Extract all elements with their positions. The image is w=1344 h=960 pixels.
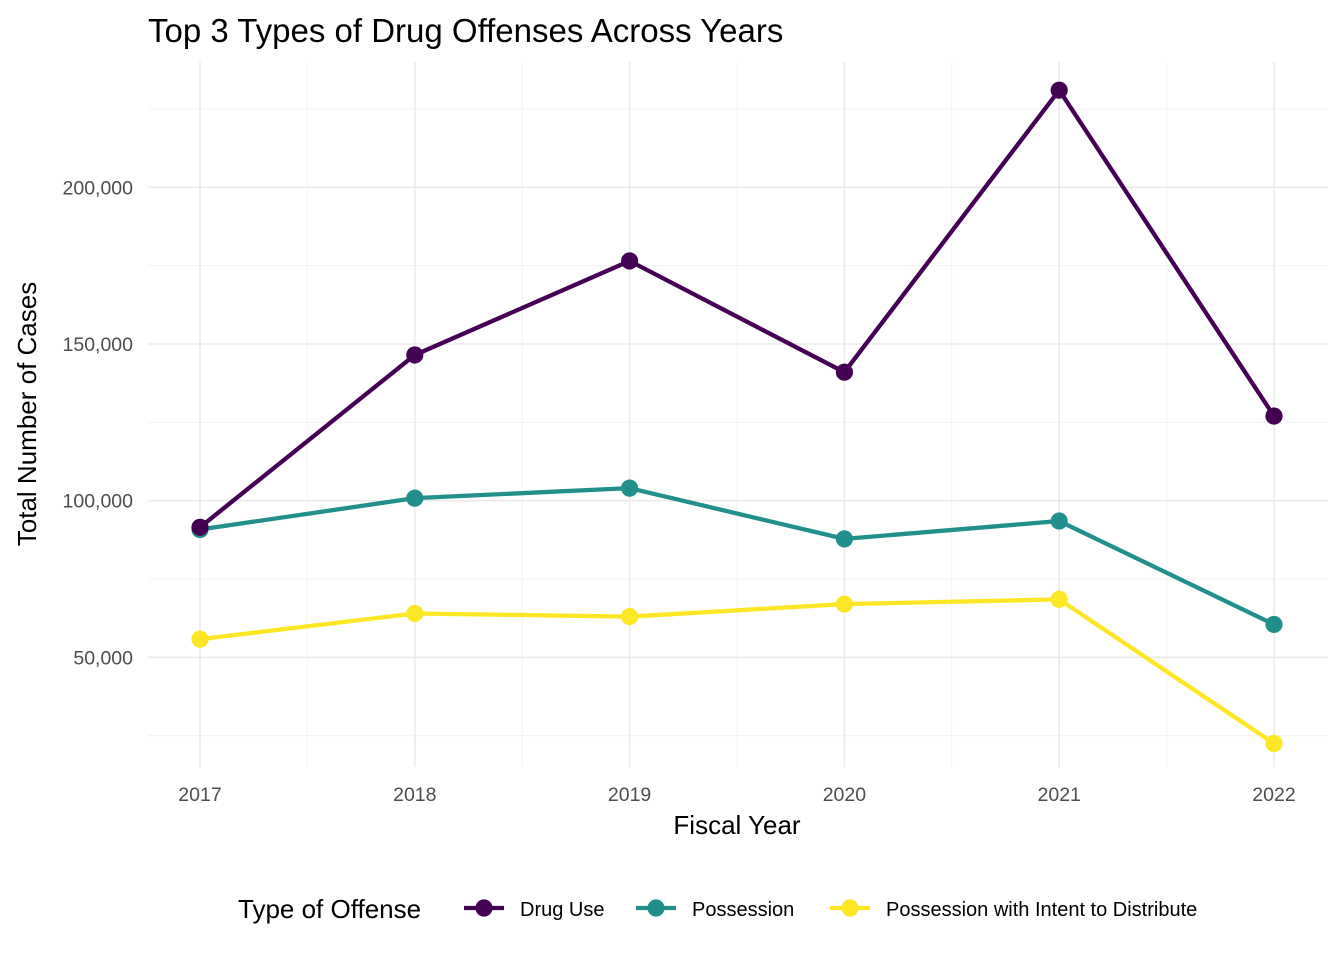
data-point-possession-with-intent-to-distribute <box>191 630 209 648</box>
data-point-possession <box>1050 512 1068 530</box>
series-line-drug-use <box>198 88 1276 529</box>
y-axis-title: Total Number of Cases <box>12 282 42 546</box>
x-tick-label: 2018 <box>393 784 436 806</box>
x-tick-label: 2020 <box>823 784 867 806</box>
data-point-drug-use <box>1265 407 1283 425</box>
data-point-possession <box>621 479 639 497</box>
legend-label: Drug Use <box>520 899 604 921</box>
chart-title: Top 3 Types of Drug Offenses Across Year… <box>148 12 783 49</box>
grid-lines <box>148 62 1328 767</box>
x-tick-label: 2017 <box>178 784 221 806</box>
data-point-possession-with-intent-to-distribute <box>621 608 639 626</box>
x-axis-title: Fiscal Year <box>673 810 801 840</box>
legend-key-point <box>647 899 665 917</box>
x-tick-label: 2019 <box>608 784 651 806</box>
data-point-drug-use <box>835 363 854 381</box>
legend: Type of Offense Drug Use Possession Posses… <box>238 894 1197 924</box>
legend-label: Possession <box>692 899 794 921</box>
data-point-possession <box>835 530 854 548</box>
data-point-possession-with-intent-to-distribute <box>835 595 854 613</box>
legend-item: Possession <box>636 899 794 921</box>
data-point-drug-use <box>621 252 639 270</box>
legend-key-point <box>475 899 493 917</box>
legend-item: Drug Use <box>464 899 604 921</box>
data-point-possession-with-intent-to-distribute <box>406 604 424 623</box>
data-point-possession <box>406 489 424 507</box>
x-tick-label: 2021 <box>1038 784 1081 806</box>
legend-key-point <box>841 899 859 917</box>
series-lines <box>191 81 1283 753</box>
series-line-possession-with-intent-to-distribute <box>199 597 1276 746</box>
data-point-possession-with-intent-to-distribute <box>1265 734 1283 753</box>
data-point-drug-use <box>406 346 424 364</box>
data-point-drug-use <box>191 518 209 536</box>
series-line-possession <box>199 485 1275 627</box>
y-tick-label: 150,000 <box>63 334 134 356</box>
y-tick-label: 200,000 <box>63 177 134 199</box>
data-point-drug-use <box>1050 81 1068 99</box>
y-tick-label: 100,000 <box>63 491 134 513</box>
axis-ticks: 50,000 100,000 150,000 200,000 2017 2018 2019 2… <box>63 177 1296 806</box>
legend-item: Possession with Intent to Distribute <box>830 899 1197 921</box>
legend-title: Type of Offense <box>238 894 421 924</box>
data-point-possession-with-intent-to-distribute <box>1050 590 1068 608</box>
series-drug-use <box>191 81 1283 536</box>
legend-label: Possession with Intent to Distribute <box>886 899 1197 921</box>
x-tick-label: 2022 <box>1252 784 1295 806</box>
series-possession-with-intent-to-distribute <box>191 590 1283 753</box>
y-tick-label: 50,000 <box>73 647 133 669</box>
data-point-possession <box>1265 615 1283 634</box>
